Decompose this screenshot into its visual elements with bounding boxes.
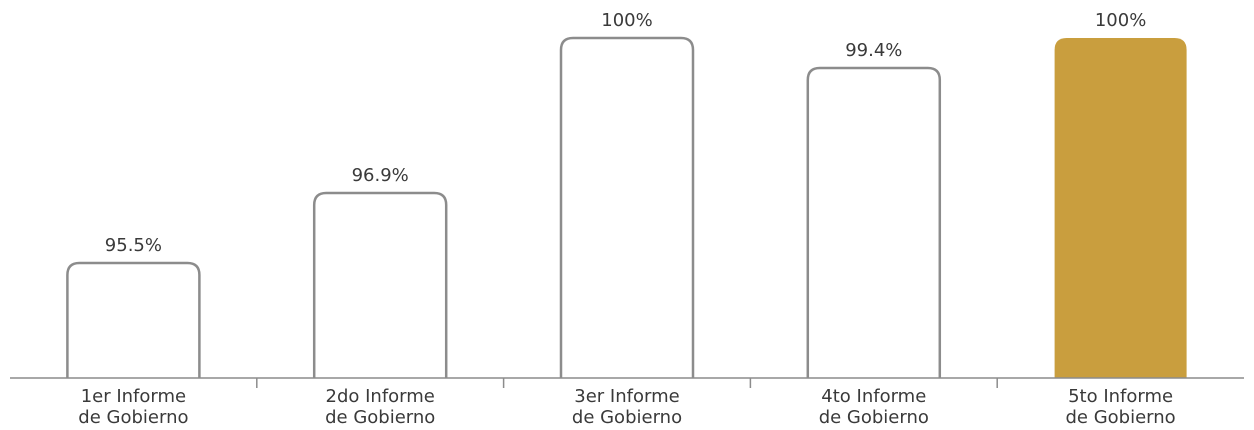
bar-2	[314, 193, 446, 378]
x-tick-label-2-line-1: 2do Informe	[326, 386, 435, 407]
data-label-2: 96.9%	[352, 165, 409, 186]
x-tick-label-4-line-2: de Gobierno	[819, 407, 929, 428]
bar-5	[1055, 38, 1187, 378]
x-tick-label-2-line-2: de Gobierno	[325, 407, 435, 428]
x-tick-label-3-line-2: de Gobierno	[572, 407, 682, 428]
data-label-4: 99.4%	[845, 40, 902, 61]
x-tick-label-4-line-1: 4to Informe	[821, 386, 926, 407]
bars	[67, 38, 1186, 378]
data-label-1: 95.5%	[105, 235, 162, 256]
data-label-5: 100%	[1095, 10, 1146, 31]
bar-1	[67, 263, 199, 378]
x-tick-label-5-line-1: 5to Informe	[1068, 386, 1173, 407]
x-tick-label-5-line-2: de Gobierno	[1065, 407, 1175, 428]
data-label-3: 100%	[601, 10, 652, 31]
x-tick-label-3-line-1: 3er Informe	[574, 386, 679, 407]
x-tick-label-1-line-1: 1er Informe	[81, 386, 186, 407]
bar-4	[808, 68, 940, 378]
bar-3	[561, 38, 693, 378]
x-tick-label-1-line-2: de Gobierno	[78, 407, 188, 428]
